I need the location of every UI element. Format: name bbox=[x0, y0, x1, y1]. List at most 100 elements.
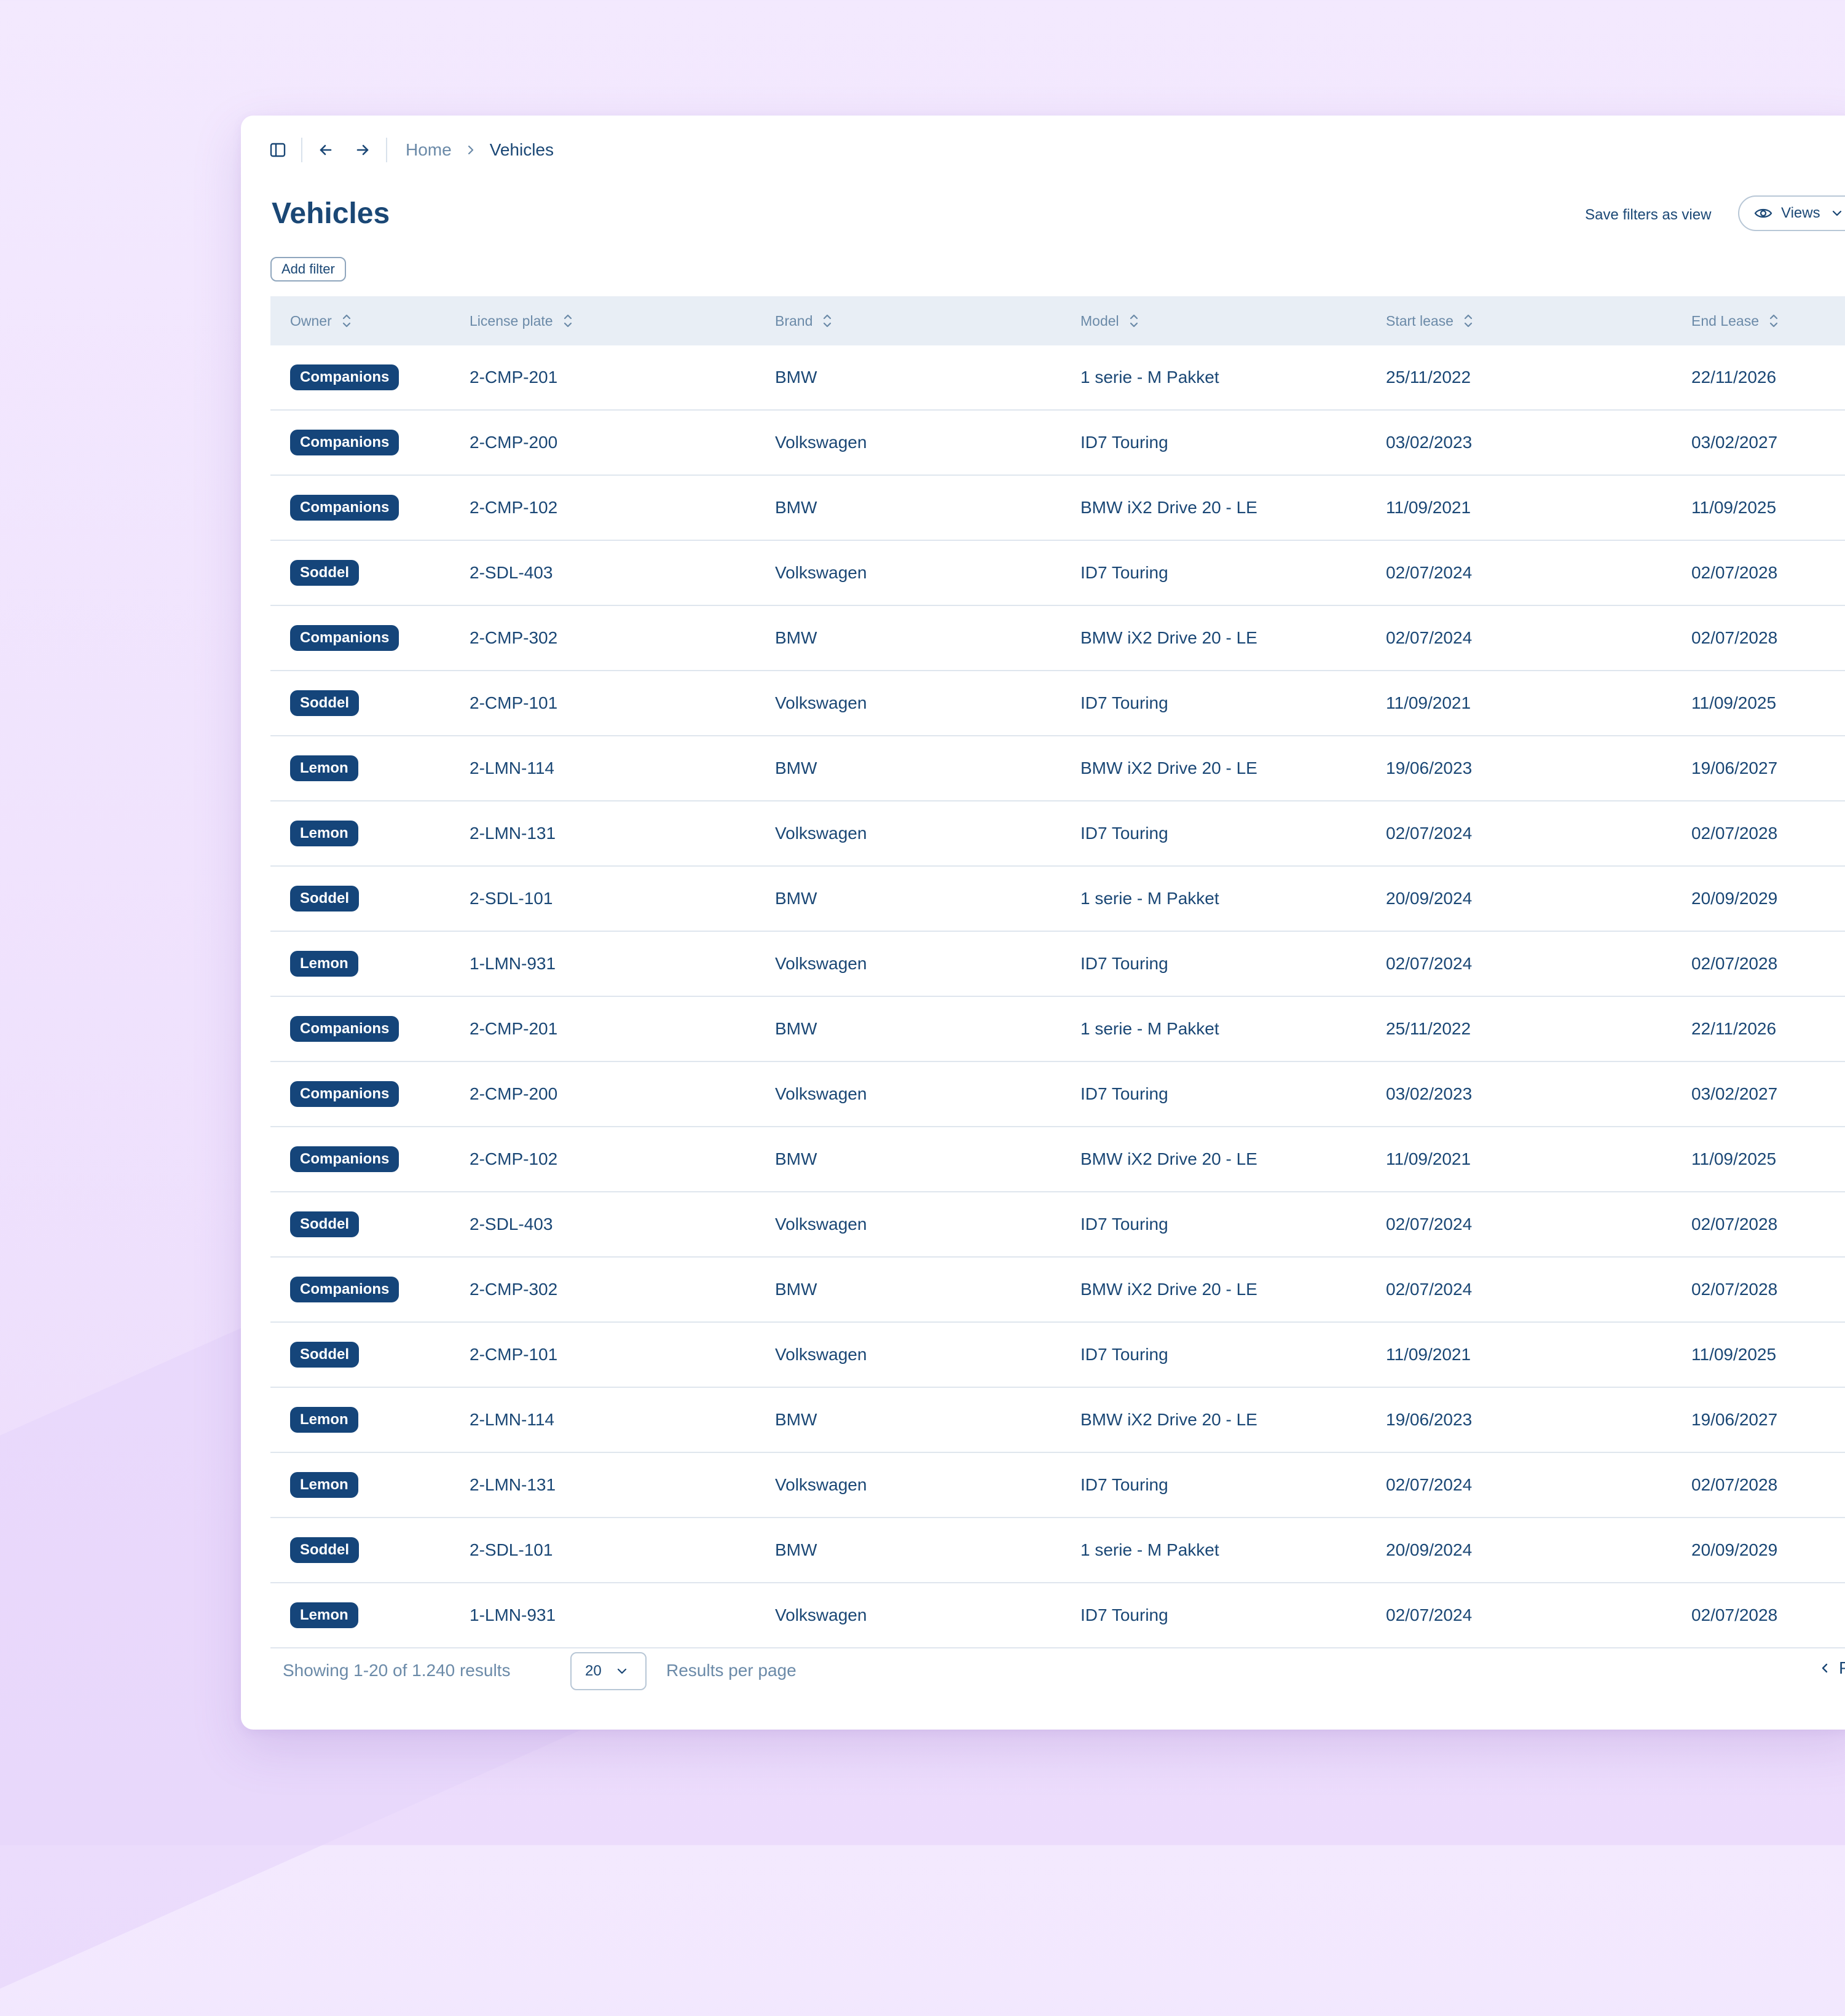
start-lease-cell: 03/02/2023 bbox=[1386, 1084, 1473, 1103]
table-row[interactable]: Soddel 2-CMP-101 Volkswagen ID7 Touring 11/0… bbox=[270, 1323, 1845, 1388]
column-header-end-lease[interactable]: End Lease bbox=[1691, 296, 1779, 345]
brand-cell: Volkswagen bbox=[775, 693, 867, 712]
license-plate-cell: 2-CMP-200 bbox=[470, 433, 558, 452]
column-header-label: Brand bbox=[775, 312, 813, 329]
model-cell: 1 serie - M Pakket bbox=[1080, 1019, 1219, 1038]
table-row[interactable]: Companions 2-CMP-201 BMW 1 serie - M Pakket… bbox=[270, 345, 1845, 411]
chevron-left-icon bbox=[1819, 1663, 1830, 1674]
end-lease-cell: 11/09/2025 bbox=[1691, 498, 1777, 517]
table-row[interactable]: Companions 2-CMP-200 Volkswagen ID7 Touring… bbox=[270, 411, 1845, 476]
brand-cell: BMW bbox=[775, 1540, 817, 1559]
owner-badge: Lemon bbox=[290, 1407, 358, 1433]
table-row[interactable]: Companions 2-CMP-102 BMW BMW iX2 Drive 20 -… bbox=[270, 1127, 1845, 1192]
owner-cell: Soddel bbox=[290, 1518, 360, 1582]
brand-cell: Volkswagen bbox=[775, 563, 867, 582]
end-lease-cell: 02/07/2028 bbox=[1691, 1215, 1778, 1234]
previous-page-button[interactable]: Previous bbox=[1819, 1658, 1845, 1678]
owner-badge: Lemon bbox=[290, 1602, 358, 1628]
column-header-label: Owner bbox=[290, 312, 332, 329]
table-header: Owner License plate Brand Model Start le… bbox=[270, 296, 1845, 345]
views-button[interactable]: Views bbox=[1738, 195, 1845, 231]
table-row[interactable]: Soddel 2-CMP-101 Volkswagen ID7 Touring 11/0… bbox=[270, 671, 1845, 736]
brand-cell: Volkswagen bbox=[775, 1215, 867, 1234]
owner-badge: Lemon bbox=[290, 951, 358, 977]
chevron-down-icon bbox=[616, 1666, 627, 1677]
license-plate-cell: 2-CMP-200 bbox=[470, 1084, 558, 1103]
column-header-license-plate[interactable]: License plate bbox=[470, 296, 573, 345]
column-header-start-lease[interactable]: Start lease bbox=[1386, 296, 1473, 345]
license-plate-cell: 2-CMP-302 bbox=[470, 1280, 558, 1299]
table-row[interactable]: Lemon 2-LMN-114 BMW BMW iX2 Drive 20 - LE 19… bbox=[270, 736, 1845, 801]
table-row[interactable]: Lemon 2-LMN-131 Volkswagen ID7 Touring 02/07… bbox=[270, 1453, 1845, 1518]
vehicles-window: Home Vehicles Vehicles Save filters as v… bbox=[241, 116, 1845, 1730]
license-plate-cell: 2-SDL-403 bbox=[470, 563, 553, 582]
owner-badge: Companions bbox=[290, 625, 399, 651]
table-row[interactable]: Companions 2-CMP-200 Volkswagen ID7 Touring… bbox=[270, 1062, 1845, 1127]
table-body: Companions 2-CMP-201 BMW 1 serie - M Pakket… bbox=[270, 345, 1845, 1648]
brand-cell: BMW bbox=[775, 498, 817, 517]
table-row[interactable]: Companions 2-CMP-302 BMW BMW iX2 Drive 20 -… bbox=[270, 606, 1845, 671]
column-header-label: License plate bbox=[470, 312, 553, 329]
sidebar-toggle-icon[interactable] bbox=[264, 136, 291, 163]
arrow-right-icon[interactable] bbox=[349, 136, 376, 163]
license-plate-cell: 2-CMP-201 bbox=[470, 1019, 558, 1038]
end-lease-cell: 19/06/2027 bbox=[1691, 758, 1778, 778]
license-plate-cell: 2-CMP-302 bbox=[470, 628, 558, 647]
owner-badge: Soddel bbox=[290, 690, 360, 716]
table-row[interactable]: Soddel 2-SDL-403 Volkswagen ID7 Touring 02/0… bbox=[270, 541, 1845, 606]
model-cell: 1 serie - M Pakket bbox=[1080, 368, 1219, 387]
brand-cell: BMW bbox=[775, 1410, 817, 1429]
owner-cell: Companions bbox=[290, 1062, 399, 1126]
table-row[interactable]: Companions 2-CMP-201 BMW 1 serie - M Pakket… bbox=[270, 997, 1845, 1062]
end-lease-cell: 19/06/2027 bbox=[1691, 1410, 1778, 1429]
table-row[interactable]: Soddel 2-SDL-101 BMW 1 serie - M Pakket 20/0… bbox=[270, 1518, 1845, 1583]
model-cell: ID7 Touring bbox=[1080, 563, 1168, 582]
license-plate-cell: 2-SDL-101 bbox=[470, 1540, 553, 1559]
owner-badge: Companions bbox=[290, 430, 399, 455]
table-row[interactable]: Soddel 2-SDL-101 BMW 1 serie - M Pakket 20/0… bbox=[270, 867, 1845, 932]
column-header-brand[interactable]: Brand bbox=[775, 296, 832, 345]
owner-cell: Companions bbox=[290, 476, 399, 540]
model-cell: ID7 Touring bbox=[1080, 1345, 1168, 1364]
brand-cell: BMW bbox=[775, 368, 817, 387]
add-filter-button[interactable]: Add filter bbox=[270, 257, 346, 282]
column-header-owner[interactable]: Owner bbox=[290, 296, 352, 345]
table-row[interactable]: Lemon 2-LMN-114 BMW BMW iX2 Drive 20 - LE 19… bbox=[270, 1388, 1845, 1453]
table-row[interactable]: Lemon 1-LMN-931 Volkswagen ID7 Touring 02/07… bbox=[270, 932, 1845, 997]
brand-cell: BMW bbox=[775, 889, 817, 908]
table-row[interactable]: Soddel 2-SDL-403 Volkswagen ID7 Touring 02/0… bbox=[270, 1192, 1845, 1258]
table-row[interactable]: Companions 2-CMP-102 BMW BMW iX2 Drive 20 -… bbox=[270, 476, 1845, 541]
model-cell: 1 serie - M Pakket bbox=[1080, 1540, 1219, 1559]
start-lease-cell: 02/07/2024 bbox=[1386, 1280, 1473, 1299]
owner-cell: Companions bbox=[290, 606, 399, 670]
start-lease-cell: 02/07/2024 bbox=[1386, 563, 1473, 582]
owner-cell: Soddel bbox=[290, 671, 360, 735]
license-plate-cell: 2-CMP-101 bbox=[470, 693, 558, 712]
column-header-model[interactable]: Model bbox=[1080, 296, 1139, 345]
license-plate-cell: 2-CMP-102 bbox=[470, 498, 558, 517]
owner-badge: Soddel bbox=[290, 1537, 360, 1563]
save-filters-as-view-button[interactable]: Save filters as view bbox=[1585, 207, 1712, 223]
table-footer: Showing 1-20 of 1.240 results 20 Results… bbox=[283, 1650, 1845, 1693]
start-lease-cell: 20/09/2024 bbox=[1386, 889, 1473, 908]
end-lease-cell: 02/07/2028 bbox=[1691, 628, 1778, 647]
column-header-label: Start lease bbox=[1386, 312, 1454, 329]
owner-badge: Soddel bbox=[290, 560, 360, 586]
arrow-left-icon[interactable] bbox=[312, 136, 339, 163]
start-lease-cell: 02/07/2024 bbox=[1386, 628, 1473, 647]
end-lease-cell: 03/02/2027 bbox=[1691, 433, 1778, 452]
model-cell: BMW iX2 Drive 20 - LE bbox=[1080, 1410, 1257, 1429]
views-label: Views bbox=[1781, 205, 1820, 221]
table-row[interactable]: Lemon 1-LMN-931 Volkswagen ID7 Touring 02/07… bbox=[270, 1583, 1845, 1648]
start-lease-cell: 19/06/2023 bbox=[1386, 1410, 1473, 1429]
table-row[interactable]: Lemon 2-LMN-131 Volkswagen ID7 Touring 02/07… bbox=[270, 801, 1845, 867]
sort-icon bbox=[1463, 313, 1473, 329]
per-page-select[interactable]: 20 bbox=[570, 1652, 647, 1690]
end-lease-cell: 02/07/2028 bbox=[1691, 824, 1778, 843]
sort-icon bbox=[822, 313, 832, 329]
owner-cell: Lemon bbox=[290, 736, 358, 800]
end-lease-cell: 11/09/2025 bbox=[1691, 1345, 1777, 1364]
breadcrumb-home[interactable]: Home bbox=[406, 140, 452, 159]
table-row[interactable]: Companions 2-CMP-302 BMW BMW iX2 Drive 20 -… bbox=[270, 1258, 1845, 1323]
per-page-value: 20 bbox=[585, 1663, 602, 1679]
